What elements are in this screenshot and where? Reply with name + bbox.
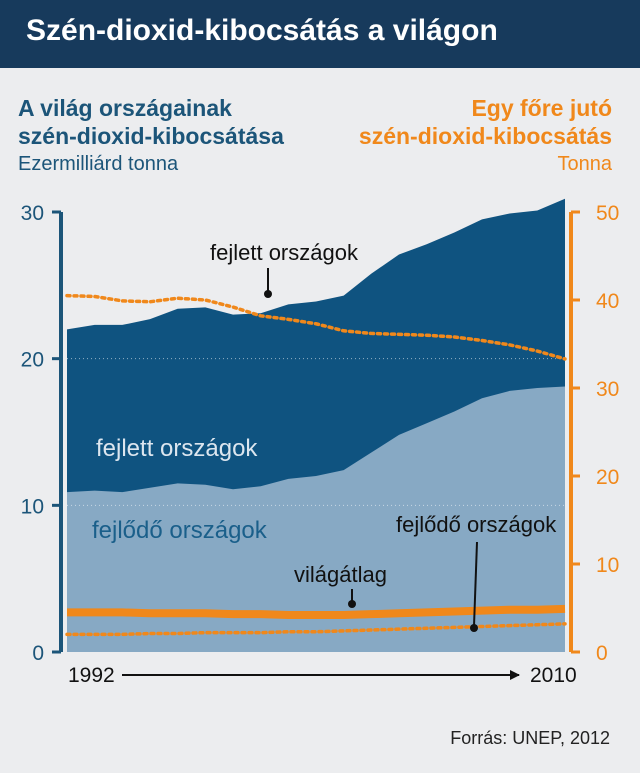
- x-tick-label: 1992: [68, 664, 115, 687]
- right-title-line2: szén-dioxid-kibocsátás: [358, 123, 612, 149]
- right-tick-label: 30: [596, 378, 619, 401]
- right-tick-label: 50: [596, 202, 619, 225]
- header-banner: Szén-dioxid-kibocsátás a világon: [0, 0, 640, 68]
- right-tick-label: 20: [596, 466, 619, 489]
- label-world-average: világátlag: [294, 562, 387, 587]
- label-developing-line: fejlődő országok: [396, 512, 557, 537]
- label-developed-line: fejlett országok: [210, 240, 359, 265]
- leader-line: [473, 541, 478, 627]
- left-tick-label: 20: [21, 349, 44, 372]
- line-developed-per-capita: [65, 293, 567, 361]
- x-tick-label: 2010: [530, 664, 577, 687]
- label-developing-area: fejlődő országok: [92, 517, 268, 544]
- left-title-line2: szén-dioxid-kibocsátása: [18, 123, 284, 149]
- page-title: Szén-dioxid-kibocsátás a világon: [26, 14, 498, 47]
- right-axis-unit: Tonna: [557, 153, 613, 175]
- label-developed-area: fejlett országok: [96, 435, 258, 462]
- line-world-average: [67, 604, 566, 620]
- left-tick-label: 10: [21, 495, 44, 518]
- line-developing-per-capita: [65, 622, 567, 637]
- left-axis-unit: Ezermilliárd tonna: [18, 153, 179, 175]
- leader-dot: [264, 290, 272, 298]
- right-title-line1: Egy főre jutó: [471, 95, 612, 121]
- left-title-line1: A világ országainak: [18, 95, 232, 121]
- source-note: Forrás: UNEP, 2012: [450, 728, 610, 748]
- right-tick-label: 40: [596, 290, 619, 313]
- left-tick-label: 30: [21, 202, 44, 225]
- area-developing-countries: [67, 386, 565, 652]
- leader-dot: [470, 624, 478, 632]
- leader-dot: [348, 600, 356, 608]
- right-tick-label: 0: [596, 642, 608, 665]
- right-tick-label: 10: [596, 554, 619, 577]
- left-tick-label: 0: [32, 642, 44, 665]
